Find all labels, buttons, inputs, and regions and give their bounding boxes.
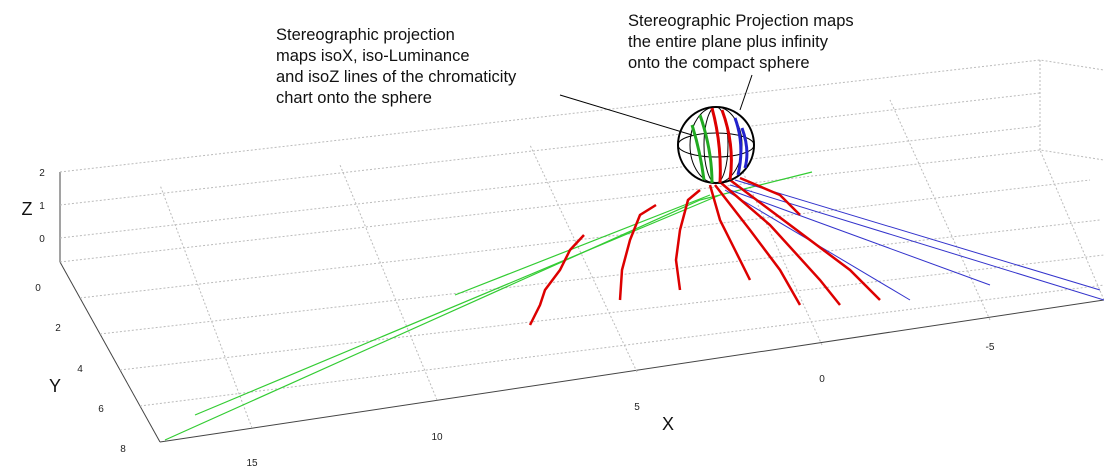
axis-label: Z xyxy=(22,199,33,219)
sphere-green xyxy=(690,114,714,184)
annotation-line: Stereographic Projection maps xyxy=(628,12,854,30)
box xyxy=(59,59,1104,443)
grid-line xyxy=(119,254,1104,371)
red-line xyxy=(714,184,802,306)
red-line xyxy=(708,184,752,281)
red-line xyxy=(618,203,657,301)
grid-line xyxy=(59,125,1041,239)
labels: Stereographic projection maps isoX, iso-L… xyxy=(22,12,995,469)
sphere-blue xyxy=(733,117,749,176)
left-edge xyxy=(59,261,161,443)
sphere xyxy=(677,106,755,184)
grid-line xyxy=(339,164,438,401)
y-tick-label: 6 xyxy=(98,404,104,415)
annotation-line: chart onto the sphere xyxy=(276,89,432,107)
green-line xyxy=(454,194,711,296)
z-tick-label: 0 xyxy=(39,234,45,245)
red-line xyxy=(528,234,585,326)
green-line xyxy=(194,194,721,416)
back-floor-edge xyxy=(59,149,1104,263)
annotation-line: maps isoX, iso-Luminance xyxy=(276,47,470,65)
blue-line xyxy=(729,184,1104,301)
red-line xyxy=(719,181,841,306)
grid-line xyxy=(1039,149,1104,301)
grid-line xyxy=(99,219,1101,335)
axis-label: X xyxy=(662,414,674,434)
grid-line xyxy=(139,284,1104,407)
grid-line xyxy=(889,99,991,321)
annotation-line: Stereographic projection xyxy=(276,26,455,44)
z-tick-label: 2 xyxy=(39,168,45,179)
y-tick-label: 0 xyxy=(35,283,41,294)
back-top-edge xyxy=(59,59,1104,173)
green-line xyxy=(164,171,813,441)
z-tick-label: 1 xyxy=(39,201,45,212)
axis-label: Y xyxy=(49,376,61,396)
pointer xyxy=(739,74,753,111)
x-tick-label: 10 xyxy=(431,432,443,443)
red-line xyxy=(739,176,801,216)
pointer xyxy=(559,94,693,136)
red-line xyxy=(674,189,701,291)
front-edge xyxy=(159,299,1104,443)
annotation-line: onto the compact sphere xyxy=(628,54,810,72)
blue-line xyxy=(734,179,1101,291)
sphere-red xyxy=(710,107,733,184)
x-tick-label: 15 xyxy=(246,458,258,469)
grid-line xyxy=(529,144,638,373)
annotation-line: the entire plane plus infinity xyxy=(628,33,829,51)
blue-line xyxy=(729,189,991,286)
grid-line xyxy=(159,184,253,429)
x-tick-label: 0 xyxy=(819,374,825,385)
x-tick-label: 5 xyxy=(634,402,640,413)
y-tick-label: 8 xyxy=(120,444,126,455)
red-line xyxy=(729,179,881,301)
grid-line xyxy=(59,92,1041,206)
grid-line xyxy=(79,179,1091,299)
y-tick-label: 2 xyxy=(55,323,61,334)
curves xyxy=(164,171,1104,441)
annotation-line: and isoZ lines of the chromaticity xyxy=(276,68,517,86)
x-tick-label: -5 xyxy=(986,342,995,353)
y-tick-label: 4 xyxy=(77,364,83,375)
